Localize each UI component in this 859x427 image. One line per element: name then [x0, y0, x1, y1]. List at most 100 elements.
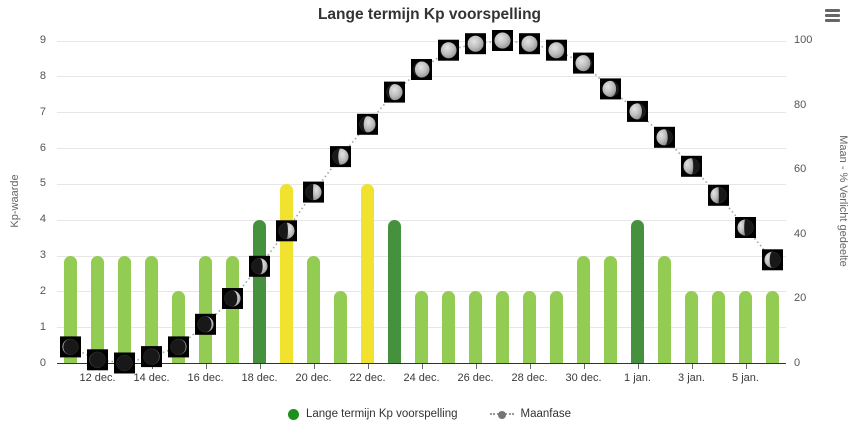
x-axis-label: 14 dec. — [133, 372, 170, 384]
x-axis-label: 22 dec. — [349, 372, 386, 384]
moon-phase-icon[interactable]: 2 jan. — 70% verlicht — [654, 126, 675, 148]
y-axis-label-left: 1 — [39, 320, 46, 333]
legend-label-kp: Lange termijn Kp voorspelling — [305, 408, 458, 420]
kp-bar[interactable] — [658, 255, 671, 363]
kp-bar[interactable] — [118, 255, 131, 363]
kp-bar[interactable] — [307, 255, 320, 363]
x-axis-label: 20 dec. — [295, 372, 332, 384]
x-axis-tick — [421, 364, 423, 369]
kp-bar[interactable] — [388, 219, 401, 363]
y-axis-label-right: 40 — [794, 227, 807, 240]
x-axis-label: 16 dec. — [187, 372, 224, 384]
x-axis-tick — [529, 364, 531, 369]
kp-bar[interactable] — [145, 255, 158, 363]
kp-bar[interactable] — [442, 291, 455, 363]
kp-bar[interactable] — [766, 291, 779, 363]
x-axis-tick — [205, 364, 207, 369]
kp-bar[interactable] — [199, 255, 212, 363]
kp-bar[interactable] — [280, 183, 293, 363]
legend-label-moon: Maanfase — [520, 408, 572, 420]
kp-bar[interactable] — [577, 255, 590, 363]
moon-phase-icon[interactable]: 28 dec. — 99% verlicht — [519, 33, 540, 55]
y-axis-label-left: 6 — [39, 141, 46, 154]
x-axis-label: 12 dec. — [79, 372, 116, 384]
kp-bar[interactable] — [712, 291, 725, 363]
chart-title: Lange termijn Kp voorspelling — [317, 6, 542, 23]
kp-bar[interactable] — [172, 291, 185, 363]
x-axis-label: 24 dec. — [403, 372, 440, 384]
kp-bar[interactable] — [496, 291, 509, 363]
legend-item-kp[interactable]: Lange termijn Kp voorspelling — [287, 408, 458, 420]
moon-phase-icon[interactable]: 6 jan. — 32% verlicht — [762, 249, 783, 271]
x-axis-label: 28 dec. — [511, 372, 548, 384]
kp-bar[interactable] — [91, 255, 104, 363]
x-axis-tick — [745, 364, 747, 369]
gridline — [57, 76, 786, 78]
y-axis-label-right: 80 — [794, 98, 807, 111]
kp-bar[interactable] — [550, 291, 563, 363]
moon-phase-icon[interactable]: 30 dec. — 93% verlicht — [573, 52, 594, 74]
kp-series-marker-icon — [287, 408, 299, 420]
x-axis-label: 1 jan. — [624, 372, 651, 384]
hamburger-menu-icon[interactable] — [825, 9, 840, 22]
moon-phase-icon[interactable]: 26 dec. — 99% verlicht — [465, 33, 486, 55]
right-axis-title: Maan - % Verlicht gedeelte — [837, 135, 849, 267]
y-axis-label-left: 2 — [39, 284, 46, 297]
y-axis-label-right: 20 — [794, 292, 807, 304]
x-axis-tick — [151, 364, 153, 369]
kp-bar[interactable] — [604, 255, 617, 363]
y-axis-label-left: 7 — [39, 105, 46, 118]
gridline — [57, 255, 786, 257]
kp-bar[interactable] — [361, 183, 374, 363]
kp-bar[interactable] — [64, 255, 77, 363]
moon-phase-icon[interactable]: 31 dec. — 85% verlicht — [600, 78, 621, 100]
x-axis-tick — [475, 364, 477, 369]
kp-bar[interactable] — [226, 255, 239, 363]
x-axis-label: 26 dec. — [457, 372, 494, 384]
x-axis-label: 18 dec. — [241, 372, 278, 384]
y-axis-label-right: 100 — [794, 34, 813, 46]
y-axis-label-left: 8 — [39, 69, 46, 82]
kp-bar[interactable] — [523, 291, 536, 363]
y-axis-label-left: 5 — [39, 177, 46, 190]
legend-item-moon[interactable]: Maanfase — [489, 408, 572, 420]
y-axis-label-left: 3 — [39, 249, 46, 261]
y-axis-label-left: 9 — [39, 34, 46, 46]
gridline — [57, 148, 786, 149]
kp-bar[interactable] — [334, 291, 347, 363]
x-axis-label: 5 jan. — [732, 372, 759, 384]
hamburger-bar — [825, 9, 840, 12]
x-axis-tick — [367, 364, 369, 369]
x-axis-tick — [583, 364, 585, 369]
kp-bar[interactable] — [739, 291, 752, 363]
y-axis-label-right: 60 — [794, 163, 807, 175]
y-axis-label-right: 0 — [794, 356, 801, 369]
x-axis-tick — [313, 364, 315, 369]
kp-bar[interactable] — [253, 219, 266, 363]
x-axis-tick — [259, 364, 261, 369]
legend: Lange termijn Kp voorspelling Maanfase — [0, 408, 859, 420]
moon-phase-icon[interactable]: 4 jan. — 52% verlicht — [708, 184, 729, 206]
gridline — [57, 183, 786, 185]
moon-phase-icon[interactable]: 29 dec. — 97% verlicht — [546, 39, 567, 61]
y-axis-label-left: 4 — [39, 213, 46, 226]
kp-bar[interactable] — [685, 291, 698, 363]
hamburger-bar — [825, 14, 840, 17]
moon-phase-icon[interactable]: 21 dec. — 64% verlicht — [330, 146, 351, 168]
moon-phase-icon[interactable]: 3 jan. — 61% verlicht — [681, 155, 702, 177]
kp-bar[interactable] — [631, 219, 644, 363]
gridline — [57, 112, 786, 114]
moon-phase-icon[interactable]: 23 dec. — 84% verlicht — [384, 81, 405, 103]
x-axis-label: 30 dec. — [565, 372, 602, 384]
x-axis-tick — [97, 364, 99, 369]
moon-series-marker-icon — [489, 410, 514, 419]
moon-phase-icon[interactable]: 22 dec. — 74% verlicht — [357, 113, 378, 135]
kp-bar[interactable] — [415, 291, 428, 363]
x-axis-tick — [691, 364, 693, 369]
x-axis-label: 3 jan. — [678, 372, 705, 384]
gridline — [57, 219, 786, 221]
kp-bar[interactable] — [469, 291, 482, 363]
moon-phase-icon[interactable]: 25 dec. — 97% verlicht — [438, 39, 459, 61]
hamburger-bar — [825, 19, 840, 22]
